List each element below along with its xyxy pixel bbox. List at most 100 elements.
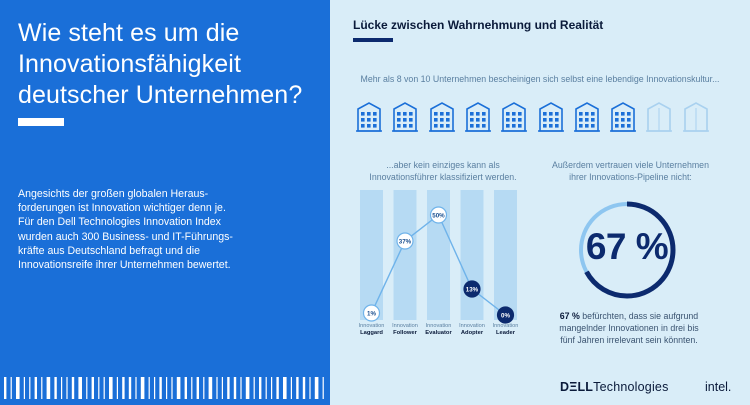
intro-line: forderungen ist Innovation wichtiger den…	[18, 202, 226, 215]
barcode-bar	[135, 377, 137, 399]
x-tick-label: Leader	[496, 330, 516, 336]
barcode-bar	[78, 377, 82, 399]
barcode-bar	[122, 377, 125, 399]
barcode-bar	[176, 377, 181, 399]
barcode-bar	[253, 377, 255, 399]
barcode-bar	[128, 377, 132, 399]
barcode-bar	[276, 377, 279, 399]
office-building-icon	[646, 102, 673, 132]
barcode-bar	[309, 377, 311, 399]
donut-description-rest: befürchten, dass sie aufgrund	[579, 311, 699, 321]
donut-description-line: 67 % befürchten, dass sie aufgrund	[543, 310, 715, 322]
x-tick-label: Follower	[393, 330, 418, 336]
donut-chart	[578, 201, 676, 299]
barcode-bar	[245, 377, 250, 399]
donut-description-line: fünf Jahren irrelevant sein könnten.	[560, 335, 698, 345]
barcode-bar	[191, 377, 193, 399]
chart-column	[360, 190, 383, 320]
headline-underline	[18, 118, 64, 126]
barcode-bar	[240, 377, 242, 399]
chart-point: 50%	[429, 206, 448, 224]
x-tick-label: Laggard	[360, 330, 383, 336]
chart-column	[427, 190, 450, 320]
barcode-bar	[203, 377, 205, 399]
barcode-bar	[216, 377, 218, 399]
barcode-bar	[46, 377, 51, 399]
office-building-icon	[537, 102, 564, 132]
barcode-bar	[314, 377, 319, 399]
barcode-bar	[86, 377, 88, 399]
donut-value: 67 %	[585, 226, 669, 267]
x-tick-label: Evaluator	[425, 330, 452, 336]
section-title-underline	[353, 38, 393, 42]
barcode-bar	[159, 377, 162, 399]
office-building-icon	[573, 102, 600, 132]
chart-point: 13%	[463, 280, 481, 298]
barcode-bar	[66, 377, 68, 399]
donut-description: 67 % befürchten, dass sie aufgrund mange…	[543, 310, 715, 346]
barcode-bar	[4, 377, 7, 399]
barcode-bar	[221, 377, 223, 399]
barcode-bar	[116, 377, 118, 399]
barcode-bar	[271, 377, 273, 399]
donut-arc	[578, 201, 676, 299]
barcode-bar	[196, 377, 199, 399]
chart-caption-line: ...aber kein einziges kann als	[386, 160, 500, 170]
x-tick-label-prefix: Innovation	[426, 323, 452, 329]
intro-line: kräfte aus Deutschland befragt und die	[18, 244, 200, 257]
barcode-bar	[23, 377, 25, 399]
office-building-icon	[428, 102, 455, 132]
barcode-bar	[54, 377, 57, 399]
intro-line: wurden auch 300 Business- und IT-Führung…	[18, 230, 233, 243]
barcode-bar	[171, 377, 173, 399]
barcode-decoration	[4, 377, 324, 399]
headline: Wie steht es um die Innovationsfähigkeit…	[18, 18, 318, 111]
chart-column	[460, 190, 484, 320]
barcode-bar	[227, 377, 230, 399]
headline-line: Innovationsfähigkeit	[18, 50, 241, 78]
chart-data-label: 1%	[367, 310, 376, 317]
chart-data-label: 37%	[399, 238, 412, 245]
buildings-caption: Mehr als 8 von 10 Unternehmen bescheinig…	[360, 74, 720, 84]
barcode-bar	[34, 377, 37, 399]
office-building-icon	[392, 102, 419, 132]
barcode-bar	[29, 377, 31, 399]
chart-column	[494, 190, 517, 320]
barcode-bar	[322, 377, 324, 399]
innovation-index-chart: 1% 37% 50% 13% 0% Innovation Laggard Innovation…	[359, 190, 518, 336]
section-title: Lücke zwischen Wahrnehmung und Realität	[353, 18, 604, 32]
office-building-icon	[682, 102, 709, 132]
x-tick-label-prefix: Innovation	[459, 323, 485, 329]
barcode-bar	[16, 377, 20, 399]
x-tick-label: Adopter	[461, 330, 484, 336]
donut-caption: Außerdem vertrauen viele Unternehmen ihr…	[528, 160, 733, 183]
chart-point: 1%	[362, 304, 381, 322]
barcode-bar	[103, 377, 105, 399]
chart-column	[393, 190, 417, 320]
intro-line: Innovationsreife ihrer Unternehmen bewer…	[18, 259, 231, 272]
headline-line: deutscher Unternehmen?	[18, 81, 303, 109]
dell-logo-mark: DΞLL	[560, 380, 594, 394]
intro-line: Angesichts der großen globalen Heraus-	[18, 188, 209, 200]
intro-line: Für den Dell Technologies Innovation Ind…	[18, 216, 221, 229]
barcode-bar	[296, 377, 299, 399]
barcode-bar	[41, 377, 43, 399]
chart-data-label: 50%	[432, 212, 445, 219]
barcode-bar	[109, 377, 113, 399]
donut-description-line: mangelnder Innovationen in drei bis	[559, 323, 699, 333]
chart-caption-line: Innovationsführer klassifiziert werden.	[369, 171, 517, 182]
x-tick-label-prefix: Innovation	[392, 323, 418, 329]
chart-point: 0%	[496, 306, 515, 324]
donut-description-bold: 67 %	[559, 311, 580, 321]
office-building-icon	[501, 102, 528, 132]
dell-technologies-logo: DΞLLTechnologies	[560, 380, 669, 394]
barcode-bar	[166, 377, 168, 399]
barcode-bar	[154, 377, 156, 399]
office-building-icon	[356, 102, 382, 132]
left-panel: Wie steht es um die Innovationsfähigkeit…	[0, 0, 330, 405]
chart-point: 37%	[396, 232, 414, 250]
barcode-bar	[283, 377, 287, 399]
barcode-bar	[148, 377, 150, 399]
barcode-bar	[61, 377, 63, 399]
barcode-bar	[265, 377, 267, 399]
